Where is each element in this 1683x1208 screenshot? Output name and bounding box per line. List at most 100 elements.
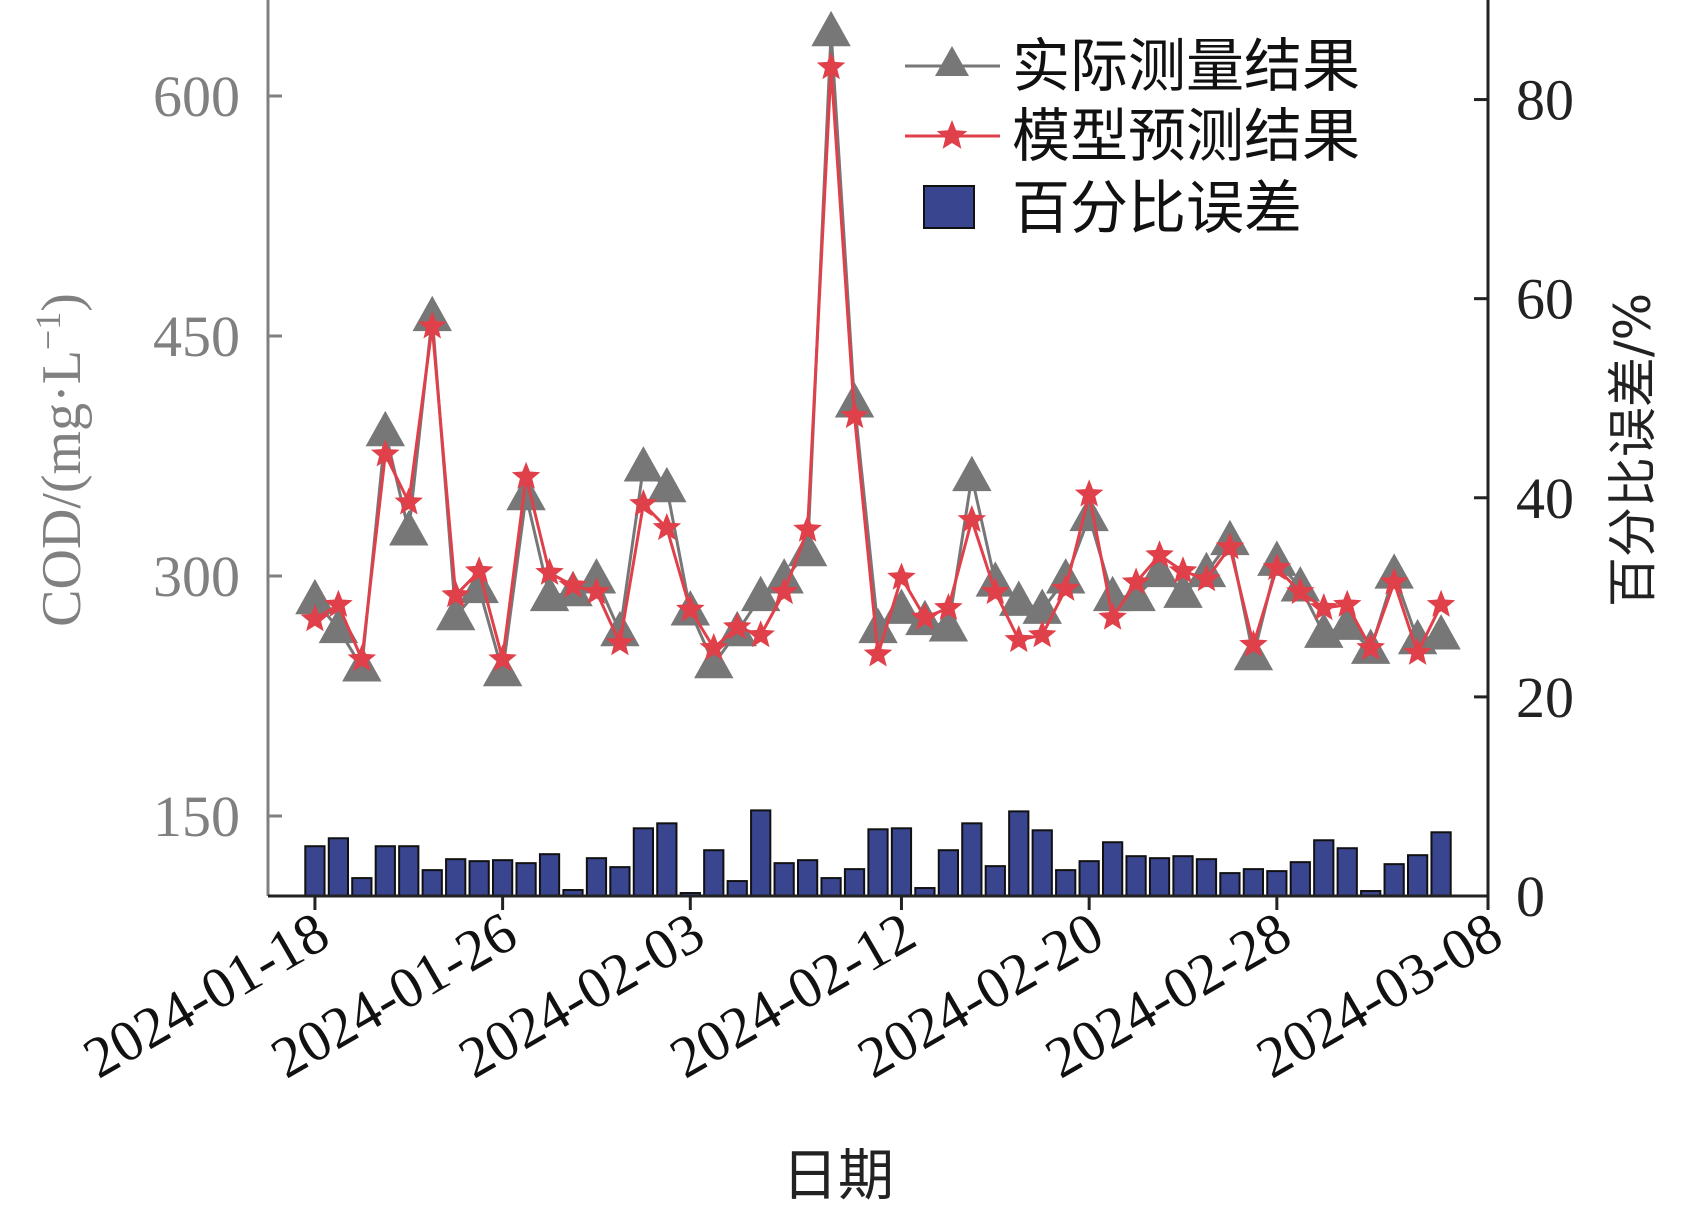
legend-bar-swatch bbox=[923, 185, 975, 229]
error-bar bbox=[961, 822, 983, 898]
error-bar bbox=[468, 860, 490, 898]
star-point bbox=[418, 311, 447, 339]
triangle-point bbox=[435, 594, 476, 631]
legend-entry-measured: 实际测量结果 bbox=[905, 32, 1360, 100]
triangle-point bbox=[1069, 495, 1109, 532]
star-point bbox=[793, 514, 822, 542]
star-point bbox=[1262, 553, 1292, 581]
star-point bbox=[1192, 564, 1221, 592]
y-right-axis-title: 百分比误差/% bbox=[1604, 293, 1662, 607]
error-bar bbox=[1313, 839, 1335, 898]
star-point bbox=[1356, 633, 1385, 661]
triangle-point bbox=[858, 607, 898, 644]
error-bar bbox=[937, 849, 960, 898]
error-bar bbox=[1078, 860, 1100, 898]
error-bar bbox=[1172, 855, 1194, 898]
error-bar bbox=[351, 877, 373, 898]
error-bar bbox=[1430, 831, 1452, 897]
error-bar bbox=[632, 827, 655, 898]
error-bar bbox=[515, 862, 537, 897]
star-point bbox=[1239, 629, 1268, 657]
star-point bbox=[488, 644, 517, 672]
star-point bbox=[723, 612, 752, 640]
error-bar bbox=[445, 858, 467, 897]
y-right-tick-label: 60 bbox=[1516, 267, 1574, 332]
star-point bbox=[1379, 567, 1409, 595]
error-bar bbox=[843, 868, 866, 897]
error-bar bbox=[656, 822, 678, 898]
star-point bbox=[629, 489, 658, 517]
star-point bbox=[910, 602, 940, 630]
error-bar bbox=[327, 837, 350, 897]
y-left-axis-title: COD/(mg·L−1) bbox=[28, 293, 93, 627]
triangle-point bbox=[295, 578, 335, 615]
star-point bbox=[1215, 532, 1245, 560]
triangle-point bbox=[576, 558, 617, 594]
error-bar bbox=[867, 828, 889, 898]
triangle-point bbox=[1233, 634, 1274, 671]
error-bar bbox=[421, 869, 443, 897]
triangle-point bbox=[623, 446, 664, 482]
legend-star-marker bbox=[936, 120, 968, 149]
star-point bbox=[441, 580, 470, 608]
legend-label-error: 百分比误差 bbox=[1012, 174, 1302, 242]
error-bar bbox=[398, 845, 420, 898]
triangle-point bbox=[506, 474, 546, 511]
triangle-point bbox=[1327, 604, 1367, 640]
triangle-point bbox=[999, 580, 1039, 616]
star-point bbox=[300, 604, 330, 632]
triangle-point bbox=[318, 607, 359, 644]
error-bar bbox=[1008, 810, 1030, 898]
y-right-tick-label: 80 bbox=[1516, 68, 1574, 133]
series-predicted bbox=[300, 52, 1456, 672]
star-point bbox=[605, 628, 635, 656]
star-point bbox=[1168, 556, 1198, 584]
triangle-point bbox=[694, 642, 734, 679]
triangle-point bbox=[459, 567, 499, 604]
y-left-axis-title-superscript: −1 bbox=[28, 312, 68, 350]
triangle-point bbox=[647, 466, 687, 503]
legend-label-measured: 实际测量结果 bbox=[1012, 32, 1360, 100]
star-point bbox=[1074, 479, 1104, 507]
triangle-point bbox=[764, 558, 804, 594]
star-point bbox=[1333, 589, 1362, 617]
error-bar bbox=[1383, 863, 1405, 897]
triangle-point bbox=[740, 575, 781, 612]
star-point bbox=[371, 439, 400, 467]
error-bar bbox=[491, 859, 514, 897]
x-tick-label: 2024-03-08 bbox=[1246, 899, 1513, 1091]
star-point bbox=[347, 644, 377, 672]
star-point bbox=[981, 577, 1010, 605]
error-bar bbox=[1406, 854, 1429, 898]
star-point bbox=[394, 487, 423, 515]
error-bar bbox=[1242, 868, 1265, 897]
legend-entry-predicted: 模型预测结果 bbox=[905, 102, 1360, 170]
star-point bbox=[1028, 620, 1057, 648]
star-point bbox=[676, 594, 705, 622]
axes bbox=[266, 0, 1490, 898]
star-point bbox=[1309, 593, 1338, 621]
star-point bbox=[1121, 567, 1151, 595]
y-right-tick-label: 0 bbox=[1516, 864, 1545, 929]
triangle-point bbox=[365, 410, 406, 447]
error-bar bbox=[1055, 869, 1077, 897]
error-bar bbox=[1101, 841, 1124, 897]
star-point bbox=[464, 556, 494, 584]
star-point bbox=[840, 401, 869, 429]
star-point bbox=[699, 633, 728, 661]
error-bar bbox=[750, 809, 772, 897]
star-point bbox=[558, 570, 588, 598]
y-right-tick-label: 20 bbox=[1516, 665, 1574, 730]
error-bar bbox=[1336, 847, 1358, 897]
star-point bbox=[1403, 637, 1432, 665]
legend-triangle-marker bbox=[935, 46, 969, 76]
y-left-tick-label: 300 bbox=[153, 544, 240, 609]
triangle-point bbox=[928, 606, 969, 642]
error-bar bbox=[304, 845, 326, 898]
star-point bbox=[769, 577, 799, 605]
legend-entry-error: 百分比误差 bbox=[923, 174, 1302, 242]
triangle-point bbox=[1163, 572, 1203, 608]
y-left-tick-label: 600 bbox=[153, 64, 240, 129]
error-bar bbox=[703, 849, 725, 898]
error-bar bbox=[609, 866, 631, 898]
